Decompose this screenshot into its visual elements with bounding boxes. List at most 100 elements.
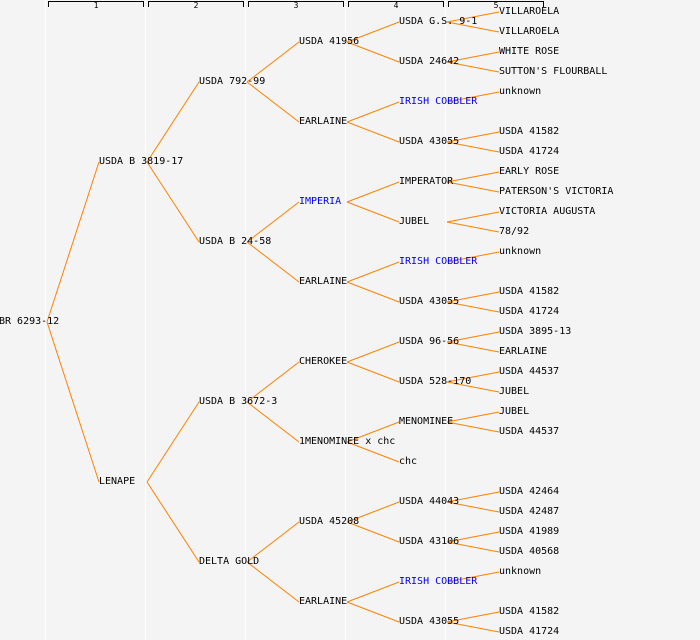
pedigree-node: USDA 43055 bbox=[399, 136, 460, 147]
connector-line bbox=[446, 291, 500, 303]
pedigree-node: PATERSON'S VICTORIA bbox=[499, 186, 614, 197]
connector-line bbox=[146, 161, 200, 243]
pedigree-node: USDA 42464 bbox=[499, 486, 560, 497]
connector-line bbox=[446, 371, 500, 383]
connector-line bbox=[446, 251, 500, 263]
pedigree-node-link[interactable]: IRISH COBBLER bbox=[399, 256, 478, 267]
generation-bracket-4: 4 bbox=[348, 1, 444, 10]
pedigree-node: SUTTON'S FLOURBALL bbox=[499, 66, 608, 77]
connector-line bbox=[146, 401, 200, 483]
pedigree-node: unknown bbox=[499, 246, 542, 257]
pedigree-node: USDA G.S. 9-1 bbox=[399, 16, 478, 27]
pedigree-node: USDA 41582 bbox=[499, 286, 560, 297]
connector-line bbox=[346, 181, 400, 203]
connector-line bbox=[346, 261, 400, 283]
pedigree-node: unknown bbox=[499, 566, 542, 577]
pedigree-node: EARLAINE bbox=[299, 116, 348, 127]
pedigree-node: USDA 41724 bbox=[499, 626, 560, 637]
connector-line bbox=[446, 21, 500, 33]
pedigree-node-link[interactable]: IRISH COBBLER bbox=[399, 576, 478, 587]
connector-line bbox=[246, 521, 300, 563]
pedigree-node: MENOMINEE bbox=[399, 416, 454, 427]
connector-line bbox=[46, 321, 100, 483]
connector-line bbox=[446, 171, 500, 183]
connector-line bbox=[446, 621, 500, 633]
connector-line bbox=[346, 501, 400, 523]
pedigree-node: VILLAROELA bbox=[499, 26, 560, 37]
pedigree-node: USDA 44537 bbox=[499, 366, 560, 377]
column-separator bbox=[345, 0, 346, 640]
connector-line bbox=[346, 201, 400, 223]
connector-line bbox=[346, 101, 400, 123]
connector-line bbox=[446, 501, 500, 513]
generation-bracket-1: 1 bbox=[48, 1, 144, 10]
connector-line bbox=[446, 141, 500, 153]
connector-line bbox=[246, 361, 300, 403]
connector-line bbox=[446, 381, 500, 393]
connector-line bbox=[446, 61, 500, 73]
pedigree-node: USDA 44043 bbox=[399, 496, 460, 507]
connector-line bbox=[446, 611, 500, 623]
connector-line bbox=[446, 331, 500, 343]
connector-line bbox=[446, 301, 500, 313]
column-separator bbox=[445, 0, 446, 640]
pedigree-node: USDA 792-99 bbox=[199, 76, 266, 87]
pedigree-node: USDA 528-170 bbox=[399, 376, 472, 387]
connector-line bbox=[446, 91, 500, 103]
pedigree-root: BR 6293-12 bbox=[0, 316, 60, 327]
connector-line bbox=[346, 41, 400, 63]
pedigree-node: USDA B 3819-17 bbox=[99, 156, 184, 167]
connector-line bbox=[246, 561, 300, 603]
pedigree-node: CHEROKEE bbox=[299, 356, 348, 367]
pedigree-node: JUBEL bbox=[499, 386, 530, 397]
connector-line bbox=[46, 161, 100, 323]
connector-line bbox=[146, 481, 200, 563]
connector-line bbox=[346, 421, 400, 443]
pedigree-node: USDA 41724 bbox=[499, 306, 560, 317]
pedigree-node: 78/92 bbox=[499, 226, 530, 237]
connector-line bbox=[246, 201, 300, 243]
pedigree-node: WHITE ROSE bbox=[499, 46, 560, 57]
generation-bracket-3: 3 bbox=[248, 1, 344, 10]
pedigree-node: VICTORIA AUGUSTA bbox=[499, 206, 596, 217]
pedigree-node: USDA 43106 bbox=[399, 536, 460, 547]
pedigree-node-link[interactable]: IRISH COBBLER bbox=[399, 96, 478, 107]
connector-line bbox=[446, 131, 500, 143]
connector-line bbox=[346, 361, 400, 383]
connector-line bbox=[246, 241, 300, 283]
connector-line bbox=[346, 281, 400, 303]
pedigree-node: USDA 3895-13 bbox=[499, 326, 572, 337]
pedigree-node: USDA 40568 bbox=[499, 546, 560, 557]
generation-bracket-2: 2 bbox=[148, 1, 244, 10]
pedigree-node: USDA 41724 bbox=[499, 146, 560, 157]
connector-line bbox=[446, 531, 500, 543]
connector-line bbox=[346, 121, 400, 143]
connector-line bbox=[346, 521, 400, 543]
connector-line bbox=[246, 81, 300, 123]
column-separator bbox=[145, 0, 146, 640]
connector-line bbox=[146, 81, 200, 163]
pedigree-node-link[interactable]: IMPERIA bbox=[299, 196, 342, 207]
pedigree-node: USDA 41956 bbox=[299, 36, 360, 47]
pedigree-node: unknown bbox=[499, 86, 542, 97]
pedigree-node: USDA 41582 bbox=[499, 606, 560, 617]
pedigree-node: chc bbox=[399, 456, 418, 467]
connector-line bbox=[446, 411, 500, 423]
pedigree-node: USDA B 24-58 bbox=[199, 236, 272, 247]
connector-line bbox=[446, 11, 500, 23]
pedigree-node: IMPERATOR bbox=[399, 176, 454, 187]
connector-line bbox=[346, 581, 400, 603]
column-separator bbox=[245, 0, 246, 640]
pedigree-node: USDA B 3672-3 bbox=[199, 396, 278, 407]
pedigree-node: EARLAINE bbox=[499, 346, 548, 357]
pedigree-node: USDA 41582 bbox=[499, 126, 560, 137]
connector-line bbox=[346, 21, 400, 43]
connector-line bbox=[346, 601, 400, 623]
connector-line bbox=[446, 51, 500, 63]
pedigree-node: LENAPE bbox=[99, 476, 136, 487]
connector-line bbox=[446, 181, 500, 193]
pedigree-node: JUBEL bbox=[499, 406, 530, 417]
connector-line bbox=[446, 211, 500, 223]
pedigree-node: EARLAINE bbox=[299, 276, 348, 287]
